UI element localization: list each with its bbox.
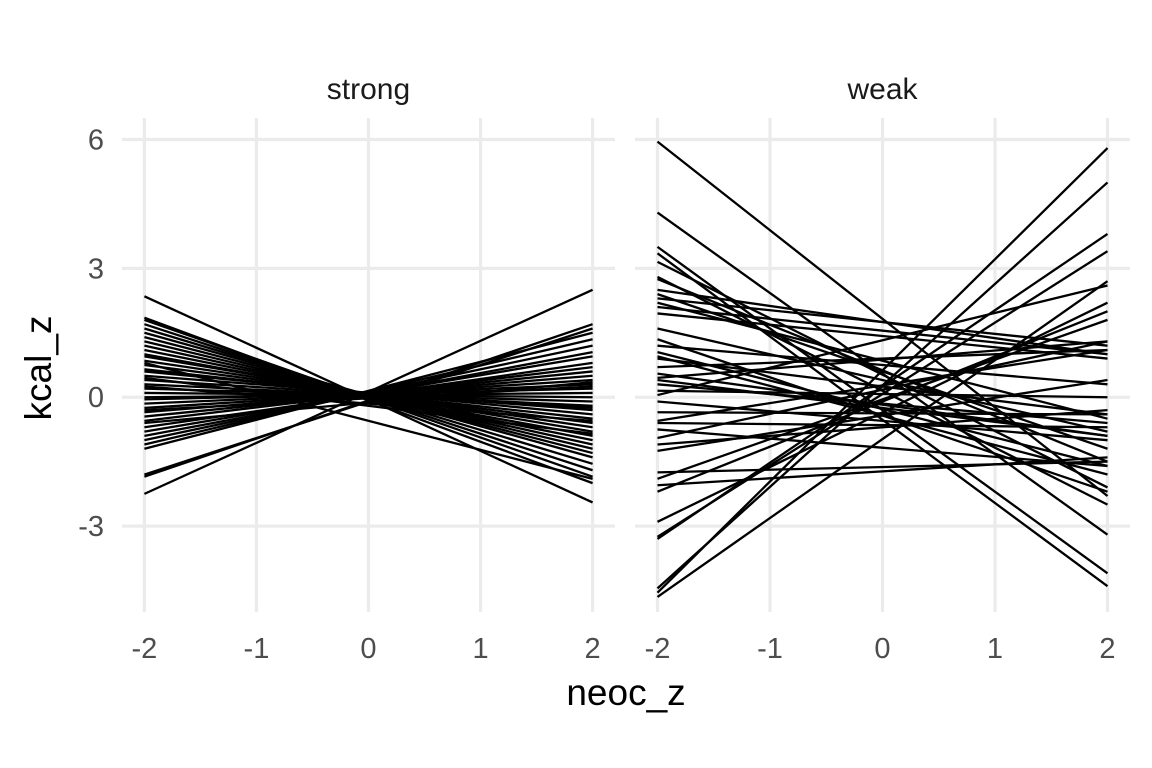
series-line — [656, 147, 1109, 594]
series-line — [656, 140, 1109, 497]
x-tick-label: 0 — [874, 633, 890, 665]
x-tick-label: 0 — [360, 633, 376, 665]
series-line — [656, 181, 1109, 590]
series-line — [657, 340, 1108, 440]
y-axis-title-group: kcal_z — [18, 316, 59, 421]
series-line — [656, 280, 1109, 598]
series-line — [144, 376, 593, 435]
x-tick-label: -2 — [132, 633, 158, 665]
series-line — [657, 378, 1108, 438]
series-line — [144, 381, 593, 425]
y-axis-title: kcal_z — [18, 316, 59, 421]
series-line — [657, 460, 1108, 474]
series-line — [144, 323, 593, 478]
series-line — [657, 288, 1108, 356]
y-tick-label: 0 — [88, 382, 104, 414]
series-line — [657, 344, 1108, 386]
series-line — [657, 310, 1108, 493]
series-line — [144, 361, 593, 480]
x-tick-label: -2 — [645, 633, 671, 665]
y-tick-label: 6 — [88, 124, 104, 156]
series-line — [657, 284, 1108, 397]
x-tick-label: -1 — [757, 633, 783, 665]
x-tick-label: 2 — [585, 633, 601, 665]
y-tick-label: 3 — [88, 253, 104, 285]
x-tick-label: 1 — [472, 633, 488, 665]
facet-title: strong — [327, 73, 410, 106]
series-line — [144, 385, 593, 412]
x-tick-label: 1 — [987, 633, 1003, 665]
facet-panel-strong: strong -2 -1 0 1 2 -3 0 3 6 — [78, 73, 615, 665]
facet-panel-weak: weak -2 -1 0 1 2 — [635, 73, 1130, 665]
facet-panels: strong -2 -1 0 1 2 -3 0 3 6 weak -2 -1 0 1 2 — [78, 73, 1130, 665]
series-line — [656, 301, 1109, 523]
x-tick-label: 2 — [1099, 633, 1115, 665]
facet-title: weak — [846, 73, 918, 106]
x-axis-title: neoc_z — [566, 672, 685, 713]
series-line — [143, 288, 594, 495]
series-line — [657, 456, 1108, 487]
series-line — [657, 378, 1108, 453]
x-tick-label: -1 — [244, 633, 270, 665]
series-line — [657, 318, 1108, 480]
series-line — [657, 428, 1108, 468]
y-tick-label: -3 — [78, 511, 104, 543]
series-line — [657, 312, 1108, 360]
